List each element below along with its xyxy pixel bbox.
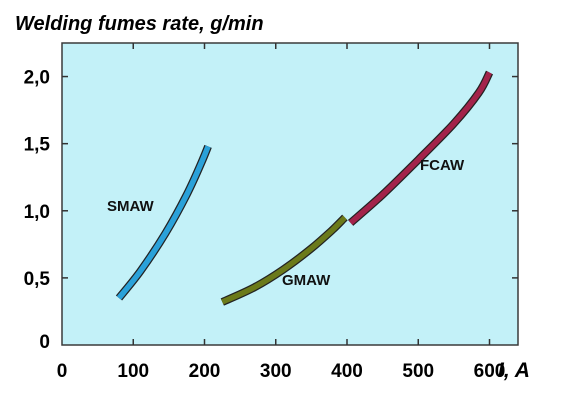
x-tick-label: 400 <box>331 361 363 382</box>
series-gmaw-line <box>221 215 347 305</box>
chart-title: Welding fumes rate, g/min <box>15 13 264 35</box>
series-label-fcaw: FCAW <box>420 157 465 174</box>
series-fcaw-line <box>348 71 492 225</box>
x-axis-label: I, A <box>498 359 530 382</box>
series-label-smaw: SMAW <box>107 198 155 215</box>
series-fcaw: FCAW <box>347 70 494 226</box>
y-tick-label: 2,0 <box>24 68 50 89</box>
y-tick-label: 0,5 <box>24 269 51 290</box>
series-smaw: SMAW <box>107 144 212 301</box>
series-label-gmaw: GMAW <box>282 272 331 289</box>
y-tick-labels: 0 0,5 1,0 1,5 2,0 <box>24 68 51 353</box>
x-tick-label: 500 <box>402 361 434 382</box>
series-lines: SMAW GMAW FCAW <box>107 70 494 306</box>
y-tick-label: 0 <box>39 332 50 353</box>
plot-area <box>61 42 519 346</box>
y-tick-label: 1,0 <box>24 202 50 223</box>
series-gmaw: GMAW <box>220 214 348 306</box>
y-tick-label: 1,5 <box>24 135 51 156</box>
x-tick-label: 100 <box>117 361 149 382</box>
x-tick-label: 200 <box>189 361 221 382</box>
series-smaw-line <box>116 145 211 300</box>
tick-marks <box>62 43 518 345</box>
x-tick-label: 0 <box>57 361 68 382</box>
x-tick-label: 600 <box>474 361 506 382</box>
x-tick-label: 300 <box>260 361 292 382</box>
x-tick-labels: 0 100 200 300 400 500 600 <box>57 361 506 382</box>
